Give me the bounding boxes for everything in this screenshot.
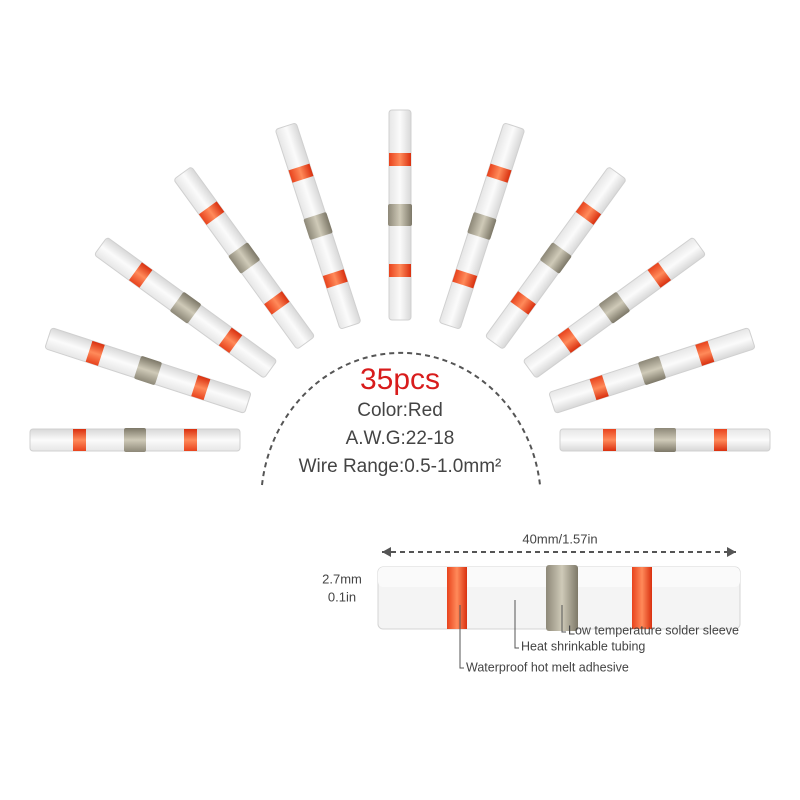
headline: 35pcs <box>360 363 440 396</box>
spec: Wire Range:0.5-1.0mm² <box>299 456 502 477</box>
detail-tube <box>377 565 741 631</box>
callout: Waterproof hot melt adhesive <box>466 660 629 674</box>
connector <box>29 427 241 453</box>
dashed-arc <box>261 351 541 486</box>
connector <box>559 427 771 453</box>
leader-lines <box>459 600 566 669</box>
spec: Color:Red <box>357 400 443 421</box>
connector <box>387 109 413 321</box>
diameter-label: 2.7mm <box>322 571 362 586</box>
callout: Low temperature solder sleeve <box>568 623 739 637</box>
spec: A.W.G:22-18 <box>346 428 455 449</box>
diameter-label: 0.1in <box>328 589 356 604</box>
length-label: 40mm/1.57in <box>522 531 597 546</box>
callout: Heat shrinkable tubing <box>521 639 645 653</box>
